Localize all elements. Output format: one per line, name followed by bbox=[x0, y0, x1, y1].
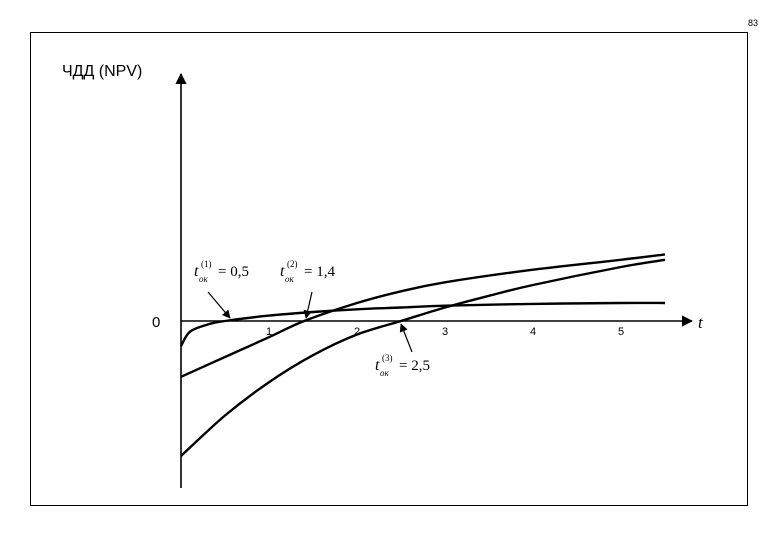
payback-annotation-superscript: (2) bbox=[287, 259, 298, 269]
payback-annotation-value: = 1,4 bbox=[304, 264, 335, 280]
payback-annotation-subscript: ок bbox=[380, 368, 390, 378]
payback-annotation-symbol: t bbox=[194, 263, 199, 280]
payback-annotation-subscript: ок bbox=[285, 274, 295, 284]
x-tick-label: 4 bbox=[530, 326, 536, 338]
x-axis-label: t bbox=[698, 313, 704, 332]
payback-annotation-symbol: t bbox=[280, 263, 285, 280]
npv-curve-2 bbox=[180, 253, 666, 378]
payback-annotation-value: = 0,5 bbox=[218, 264, 249, 280]
x-tick-label: 5 bbox=[618, 326, 624, 338]
npv-curve-1 bbox=[179, 301, 666, 347]
npv-curve-3 bbox=[180, 258, 666, 457]
payback-annotation-value: = 2,5 bbox=[399, 358, 430, 374]
page-number: 83 bbox=[747, 18, 758, 28]
x-tick-label: 2 bbox=[354, 326, 360, 338]
x-tick-label: 3 bbox=[442, 326, 448, 338]
payback-arrow bbox=[207, 291, 231, 319]
x-tick-label: 1 bbox=[266, 326, 272, 338]
figure-frame bbox=[30, 32, 748, 506]
payback-annotation-superscript: (3) bbox=[382, 353, 393, 363]
payback-annotation-symbol: t bbox=[375, 357, 380, 374]
y-axis-label: ЧДД (NPV) bbox=[62, 63, 142, 80]
payback-arrow bbox=[399, 323, 413, 353]
payback-arrow bbox=[303, 291, 313, 319]
payback-annotation-superscript: (1) bbox=[201, 259, 212, 269]
y-zero-label: 0 bbox=[152, 314, 160, 331]
payback-annotation-subscript: ок bbox=[199, 274, 209, 284]
